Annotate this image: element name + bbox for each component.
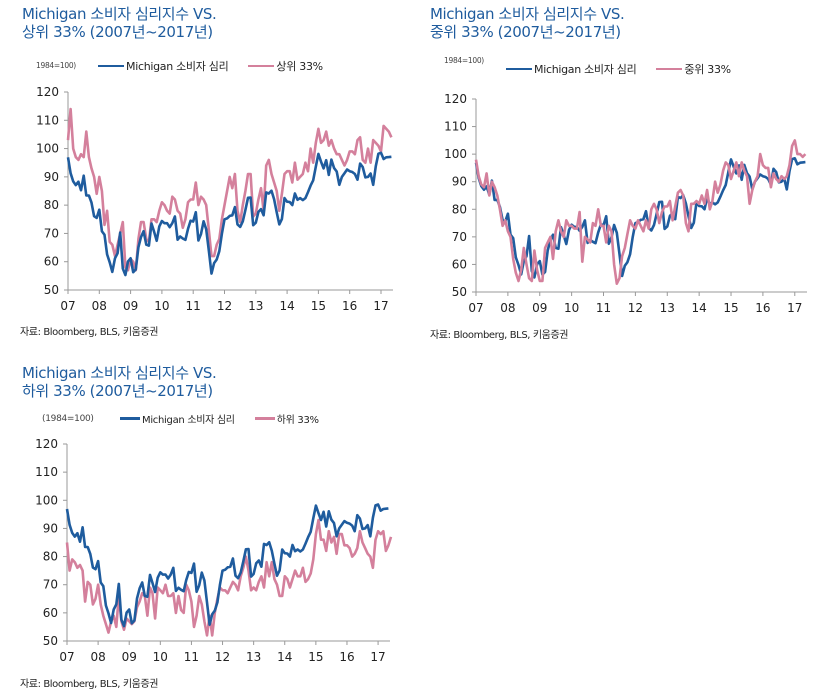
chart-title-line2: 중위 33% (2007년~2017년) [430, 23, 621, 41]
chart-title-line2: 상위 33% (2007년~2017년) [22, 23, 213, 41]
x-tick-label: 17 [370, 650, 385, 664]
y-tick-label: 90 [43, 521, 58, 535]
x-tick-label: 09 [532, 301, 547, 315]
legend-label-michigan: Michigan 소비자 심리 [534, 63, 637, 76]
x-tick-label: 14 [277, 650, 292, 664]
chart-title-line2: 하위 33% (2007년~2017년) [22, 382, 213, 400]
y-tick-label: 70 [452, 230, 467, 244]
x-tick-label: 11 [596, 301, 611, 315]
y-tick-label: 50 [44, 283, 59, 297]
y-tick-label: 100 [35, 493, 58, 507]
y-tick-label: 70 [44, 226, 59, 240]
x-tick-label: 10 [564, 301, 579, 315]
legend-item-comparison: 하위 33% [254, 411, 319, 426]
series-line-comparison [65, 518, 393, 637]
x-tick-label: 16 [339, 650, 354, 664]
x-tick-label: 07 [60, 299, 75, 313]
y-tick-label: 110 [36, 113, 59, 127]
x-tick-label: 08 [92, 299, 107, 313]
legend-item-comparison: 상위 33% [248, 58, 323, 74]
y-tick-label: 80 [44, 198, 59, 212]
source-note: 자료: Bloomberg, BLS, 키움증권 [430, 330, 569, 341]
x-tick-label: 16 [342, 299, 357, 313]
legend-swatch-michigan [506, 67, 532, 71]
x-tick-label: 12 [628, 301, 643, 315]
y-tick-label: 110 [444, 120, 467, 134]
y-tick-label: 120 [36, 85, 59, 99]
y-tick-label: 80 [43, 550, 58, 564]
legend-item-michigan: Michigan 소비자 심리 [120, 411, 235, 426]
x-tick-label: 16 [755, 301, 770, 315]
x-tick-label: 10 [153, 650, 168, 664]
legend: Michigan 소비자 심리 상위 33% [98, 58, 343, 74]
y-tick-label: 60 [44, 255, 59, 269]
x-tick-label: 14 [692, 301, 707, 315]
x-tick-label: 17 [787, 301, 802, 315]
x-tick-label: 15 [311, 299, 326, 313]
source-note: 자료: Bloomberg, BLS, 키움증권 [20, 327, 159, 338]
y-tick-label: 120 [444, 92, 467, 106]
legend: Michigan 소비자 심리 중위 33% [506, 61, 751, 77]
y-tick-label: 60 [43, 606, 58, 620]
chart-title-line1: Michigan 소비자 심리지수 VS. [22, 5, 217, 23]
x-tick-label: 13 [660, 301, 675, 315]
unit-label: (1984=100) [42, 414, 94, 424]
chart-title-line1: Michigan 소비자 심리지수 VS. [430, 5, 625, 23]
source-note: 자료: Bloomberg, BLS, 키움증권 [20, 679, 159, 690]
x-tick-label: 15 [308, 650, 323, 664]
legend-item-michigan: Michigan 소비자 심리 [506, 61, 637, 77]
y-tick-label: 50 [452, 285, 467, 299]
x-tick-label: 17 [373, 299, 388, 313]
x-tick-label: 15 [723, 301, 738, 315]
x-tick-label: 12 [215, 650, 230, 664]
y-tick-label: 110 [35, 465, 58, 479]
x-tick-label: 14 [279, 299, 294, 313]
legend-item-michigan: Michigan 소비자 심리 [98, 58, 229, 74]
x-tick-label: 08 [90, 650, 105, 664]
x-tick-label: 08 [500, 301, 515, 315]
y-tick-label: 70 [43, 578, 58, 592]
x-tick-label: 07 [59, 650, 74, 664]
y-tick-label: 100 [444, 147, 467, 161]
y-tick-label: 90 [452, 175, 467, 189]
legend-item-comparison: 중위 33% [656, 61, 731, 77]
x-tick-label: 12 [217, 299, 232, 313]
legend-swatch-comparison [248, 64, 275, 68]
legend-swatch-michigan [120, 417, 140, 420]
y-tick-label: 90 [44, 170, 59, 184]
y-tick-label: 60 [452, 257, 467, 271]
x-tick-label: 09 [122, 650, 137, 664]
legend-label-comparison: 상위 33% [276, 60, 323, 73]
y-tick-label: 50 [43, 634, 58, 648]
legend-swatch-comparison [254, 417, 275, 420]
series-line-michigan [65, 503, 389, 628]
chart-title-line1: Michigan 소비자 심리지수 VS. [22, 364, 217, 382]
legend-label-michigan: Michigan 소비자 심리 [126, 60, 229, 73]
series-line-michigan [474, 157, 806, 279]
legend: Michigan 소비자 심리 하위 33% [120, 411, 339, 426]
y-tick-label: 80 [452, 202, 467, 216]
legend-label-michigan: Michigan 소비자 심리 [142, 415, 235, 426]
x-tick-label: 11 [184, 650, 199, 664]
x-tick-label: 10 [154, 299, 169, 313]
legend-swatch-michigan [98, 64, 124, 68]
series-line-michigan [66, 151, 392, 277]
x-tick-label: 07 [468, 301, 483, 315]
legend-swatch-comparison [656, 67, 683, 71]
legend-label-comparison: 하위 33% [276, 415, 319, 426]
series-line-comparison [474, 139, 807, 286]
x-tick-label: 09 [123, 299, 138, 313]
x-tick-label: 11 [186, 299, 201, 313]
x-tick-label: 13 [248, 299, 263, 313]
unit-label: 1984=100) [444, 56, 484, 65]
series-line-comparison [66, 107, 393, 272]
y-tick-label: 120 [35, 437, 58, 451]
x-tick-label: 13 [246, 650, 261, 664]
legend-label-comparison: 중위 33% [684, 63, 731, 76]
y-tick-label: 100 [36, 142, 59, 156]
unit-label: 1984=100) [36, 61, 76, 70]
